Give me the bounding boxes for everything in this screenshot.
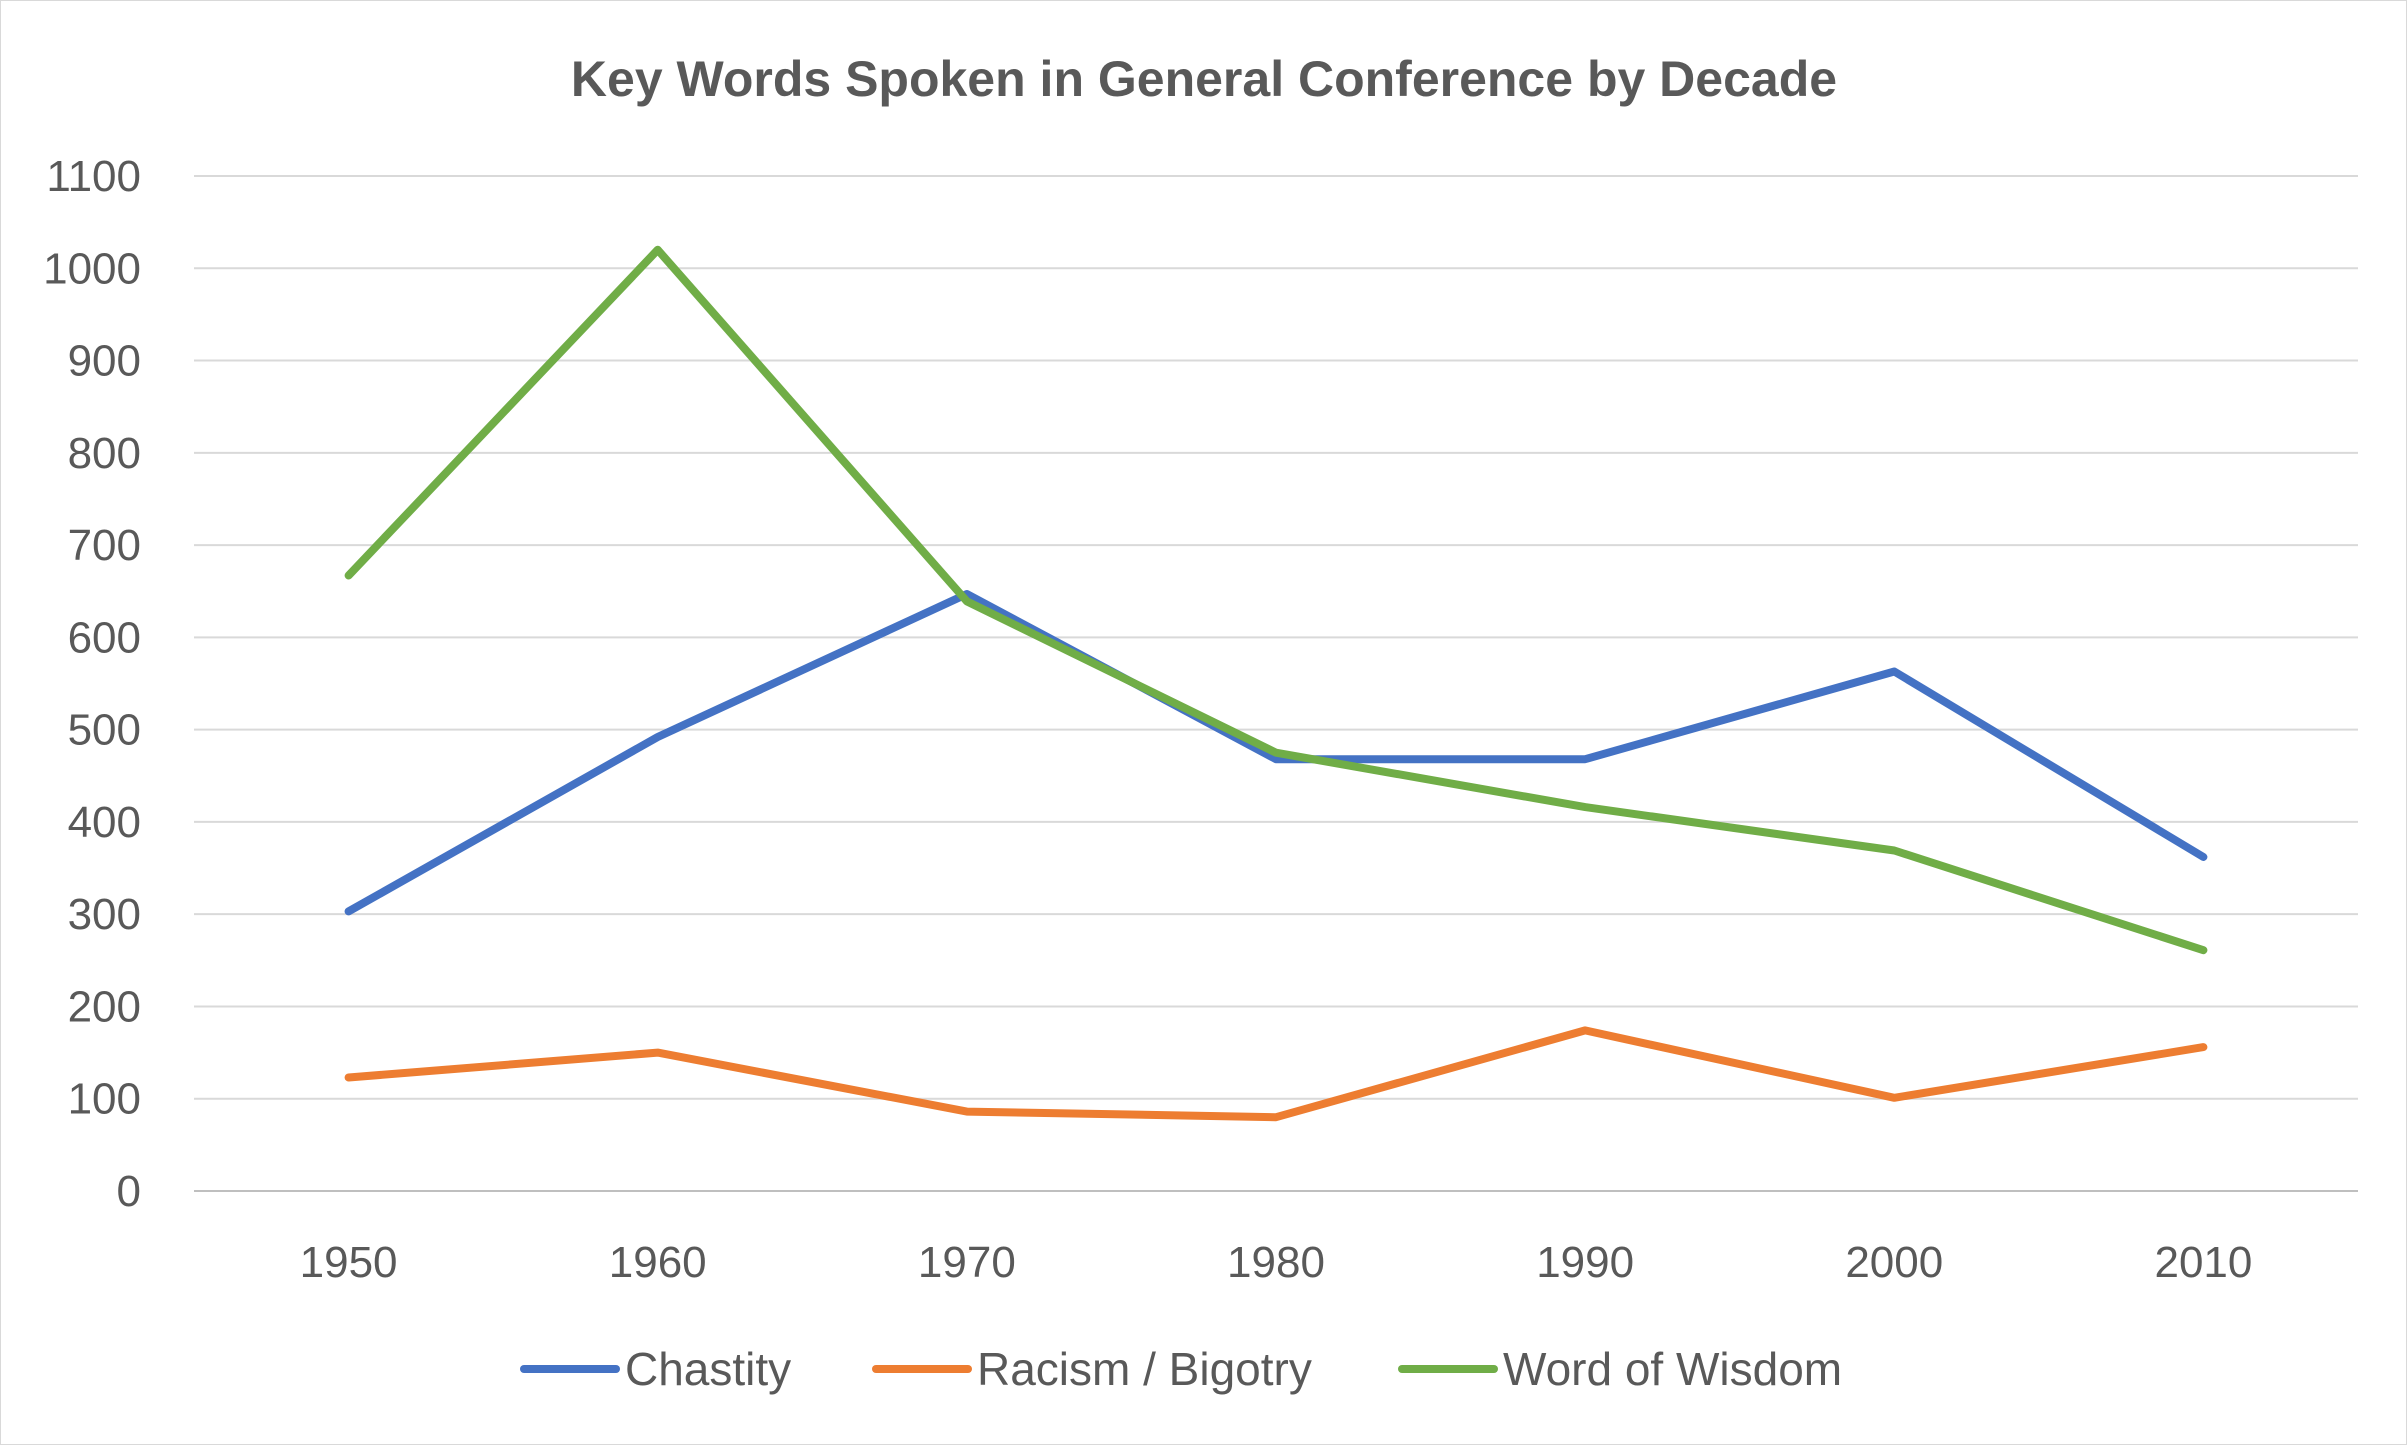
data-point-racism-bigotry	[347, 1076, 350, 1079]
data-point-chastity	[965, 592, 968, 595]
x-tick-label: 1980	[1227, 1238, 1325, 1287]
y-axis-tick-labels: 0 100 200 300 400 500 600 700 800 900 1000 1100	[43, 152, 141, 1216]
data-point-racism-bigotry	[965, 1110, 968, 1113]
series-lines	[344, 245, 2208, 1122]
data-point-racism-bigotry	[656, 1051, 659, 1054]
chart-title: Key Words Spoken in General Conference b…	[571, 51, 1837, 107]
data-point-word-of-wisdom	[965, 600, 968, 603]
x-tick-label: 1990	[1536, 1238, 1634, 1287]
series-line-word-of-wisdom	[344, 245, 2208, 955]
data-point-chastity	[656, 736, 659, 739]
data-point-racism-bigotry	[1893, 1096, 1896, 1099]
x-tick-label: 1950	[300, 1238, 398, 1287]
series-line-racism-bigotry	[344, 1026, 2208, 1122]
x-tick-label: 2010	[2154, 1238, 2252, 1287]
x-tick-label: 1960	[609, 1238, 707, 1287]
legend-label-word-of-wisdom: Word of Wisdom	[1503, 1343, 1842, 1395]
x-axis-tick-labels: 1950 1960 1970 1980 1990 2000 2010	[300, 1238, 2253, 1287]
y-tick-label: 300	[68, 890, 141, 939]
data-point-word-of-wisdom	[347, 574, 350, 577]
y-tick-label: 700	[68, 521, 141, 570]
data-point-racism-bigotry	[2202, 1046, 2205, 1049]
data-point-chastity	[1275, 758, 1277, 761]
data-point-word-of-wisdom	[1584, 806, 1587, 809]
y-tick-label: 900	[68, 337, 141, 386]
data-point-chastity	[1584, 758, 1587, 761]
y-tick-label: 0	[117, 1167, 141, 1216]
data-point-word-of-wisdom	[1275, 751, 1277, 754]
y-tick-label: 600	[68, 613, 141, 662]
data-point-racism-bigotry	[1584, 1029, 1587, 1032]
data-point-chastity	[1893, 670, 1896, 673]
gridlines	[194, 175, 2358, 1192]
data-point-chastity	[347, 910, 350, 913]
data-point-word-of-wisdom	[1893, 849, 1896, 852]
x-tick-label: 1970	[918, 1238, 1016, 1287]
y-tick-label: 1000	[43, 244, 141, 293]
y-tick-label: 200	[68, 982, 141, 1031]
data-point-chastity	[2202, 855, 2205, 858]
y-tick-label: 100	[68, 1075, 141, 1124]
legend: Chastity Racism / Bigotry Word of Wisdom	[520, 1343, 1842, 1395]
legend-label-racism-bigotry: Racism / Bigotry	[977, 1343, 1312, 1395]
y-tick-label: 800	[68, 429, 141, 478]
data-point-racism-bigotry	[1275, 1116, 1277, 1119]
data-point-word-of-wisdom	[2202, 949, 2205, 952]
data-point-word-of-wisdom	[656, 248, 659, 251]
y-tick-label: 500	[68, 706, 141, 755]
y-tick-label: 400	[68, 798, 141, 847]
x-tick-label: 2000	[1845, 1238, 1943, 1287]
legend-label-chastity: Chastity	[625, 1343, 791, 1395]
y-tick-label: 1100	[46, 152, 141, 201]
